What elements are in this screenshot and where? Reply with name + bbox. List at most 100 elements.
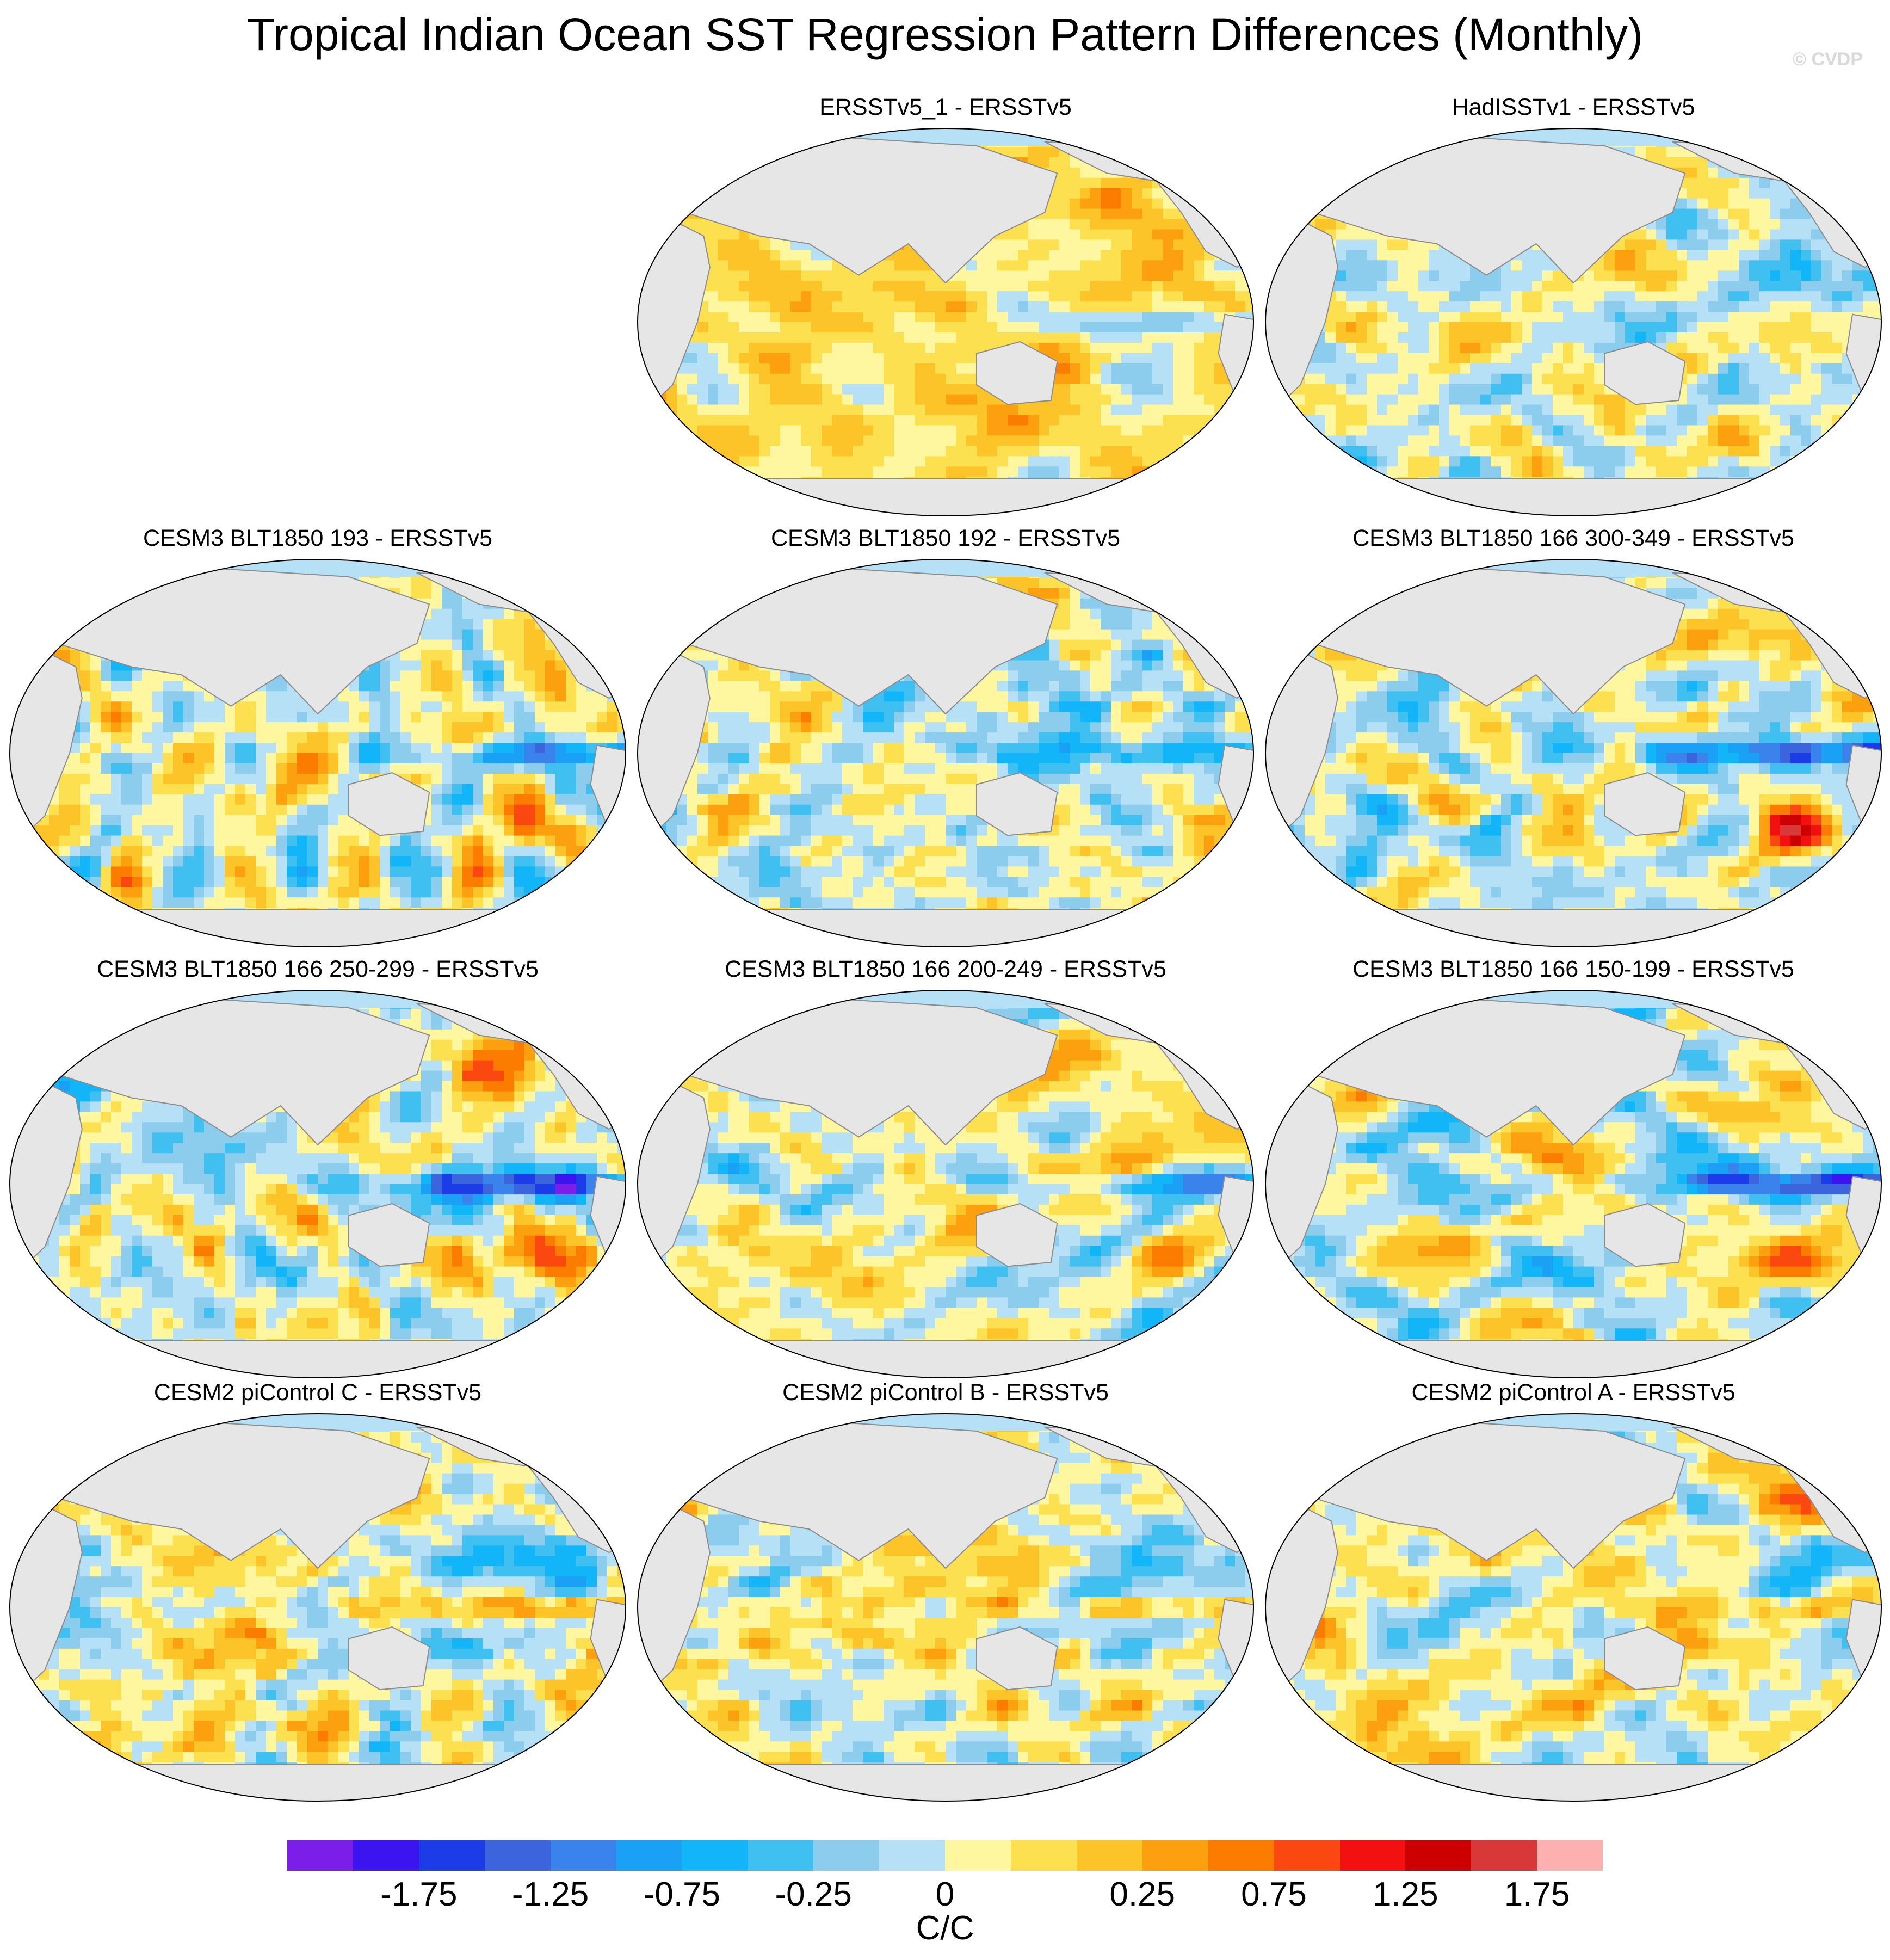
- sst-cell: [1811, 260, 1822, 272]
- sst-cell: [1121, 363, 1132, 374]
- sst-cell: [1635, 281, 1646, 292]
- sst-cell: [1480, 301, 1491, 312]
- sst-cell: [1377, 487, 1388, 498]
- sst-cell: [863, 363, 874, 374]
- sst-cell: [832, 446, 843, 457]
- sst-cell: [1811, 342, 1822, 354]
- sst-cell: [987, 301, 998, 312]
- sst-cell: [1336, 229, 1347, 241]
- sst-cell: [1225, 466, 1236, 478]
- sst-cell: [801, 136, 812, 147]
- sst-cell: [873, 435, 884, 447]
- sst-cell: [1439, 301, 1450, 312]
- sst-cell: [1852, 270, 1863, 282]
- sst-cell: [1625, 239, 1636, 251]
- sst-cell: [842, 342, 853, 354]
- sst-cell: [956, 322, 967, 333]
- sst-cell: [1584, 466, 1595, 478]
- sst-cell: [1152, 446, 1163, 457]
- sst-cell: [749, 332, 760, 343]
- sst-cell: [1542, 322, 1553, 333]
- sst-cell: [1418, 301, 1429, 312]
- sst-cell: [493, 559, 504, 568]
- sst-cell: [1780, 188, 1791, 199]
- sst-cell: [1873, 219, 1881, 230]
- sst-cell: [1656, 312, 1667, 323]
- sst-cell: [1008, 291, 1018, 302]
- sst-cell: [1687, 446, 1698, 457]
- sst-cell: [1367, 508, 1378, 516]
- sst-cell: [759, 446, 770, 457]
- sst-cell: [1780, 167, 1791, 178]
- sst-cell: [1121, 239, 1132, 251]
- sst-cell: [1121, 466, 1132, 478]
- sst-cell: [1305, 435, 1315, 447]
- sst-cell: [1194, 373, 1205, 385]
- sst-cell: [1460, 456, 1471, 467]
- sst-cell: [842, 363, 853, 374]
- sst-cell: [1377, 128, 1388, 137]
- sst-cell: [915, 270, 925, 282]
- sst-cell: [1111, 188, 1122, 199]
- sst-cell: [1532, 415, 1543, 426]
- sst-cell: [1460, 312, 1471, 323]
- sst-cell: [946, 404, 956, 416]
- sst-cell: [1367, 497, 1378, 508]
- sst-cell: [142, 559, 153, 568]
- sst-cell: [749, 456, 760, 467]
- sst-cell: [1656, 281, 1667, 292]
- sst-cell: [49, 588, 60, 599]
- sst-cell: [1832, 270, 1843, 282]
- sst-cell: [1142, 322, 1153, 333]
- sst-cell: [607, 608, 618, 620]
- sst-cell: [1346, 291, 1357, 302]
- sst-cell: [1460, 128, 1471, 137]
- sst-cell: [566, 577, 577, 589]
- sst-cell: [1460, 291, 1471, 302]
- sst-cell: [1121, 208, 1132, 220]
- sst-cell: [1418, 415, 1429, 426]
- sst-cell: [1646, 404, 1657, 416]
- sst-cell: [1018, 312, 1029, 323]
- sst-cell: [749, 146, 760, 158]
- sst-cell: [597, 588, 608, 599]
- sst-cell: [1790, 456, 1801, 467]
- sst-cell: [1018, 435, 1029, 447]
- sst-cell: [1101, 435, 1111, 447]
- sst-cell: [1677, 342, 1688, 354]
- sst-cell: [555, 598, 566, 609]
- sst-cell: [728, 363, 739, 374]
- sst-cell: [894, 435, 905, 447]
- sst-cell: [956, 404, 967, 416]
- sst-cell: [832, 322, 843, 333]
- sst-cell: [1070, 167, 1080, 178]
- sst-cell: [1163, 353, 1173, 364]
- sst-cell: [1315, 136, 1326, 147]
- sst-cell: [1821, 456, 1832, 467]
- sst-cell: [1852, 497, 1863, 508]
- sst-cell: [1325, 508, 1336, 516]
- sst-cell: [1204, 477, 1215, 488]
- sst-cell: [1284, 229, 1295, 241]
- sst-cell: [1028, 291, 1039, 302]
- sst-cell: [1163, 281, 1173, 292]
- sst-cell: [1121, 342, 1132, 354]
- sst-cell: [718, 477, 729, 488]
- sst-cell: [39, 608, 50, 620]
- sst-cell: [1677, 508, 1688, 516]
- sst-cell: [1584, 435, 1595, 447]
- sst-cell: [718, 260, 729, 272]
- sst-cell: [1770, 128, 1781, 137]
- sst-cell: [1739, 239, 1750, 251]
- sst-cell: [390, 577, 401, 589]
- sst-cell: [1408, 384, 1419, 395]
- sst-cell: [1429, 394, 1440, 405]
- sst-cell: [873, 415, 884, 426]
- sst-cell: [1718, 198, 1729, 209]
- sst-cell: [1439, 250, 1450, 261]
- sst-cell: [411, 577, 422, 589]
- sst-cell: [1111, 301, 1122, 312]
- sst-cell: [677, 157, 688, 168]
- sst-cell: [873, 384, 884, 395]
- sst-cell: [790, 281, 801, 292]
